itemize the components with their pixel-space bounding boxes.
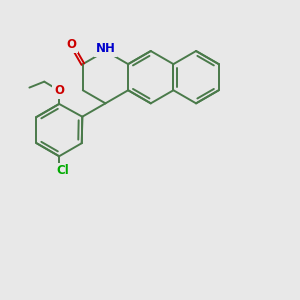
- Text: NH: NH: [95, 42, 116, 55]
- Text: Cl: Cl: [56, 164, 69, 178]
- Text: O: O: [54, 84, 64, 97]
- Text: O: O: [66, 38, 76, 51]
